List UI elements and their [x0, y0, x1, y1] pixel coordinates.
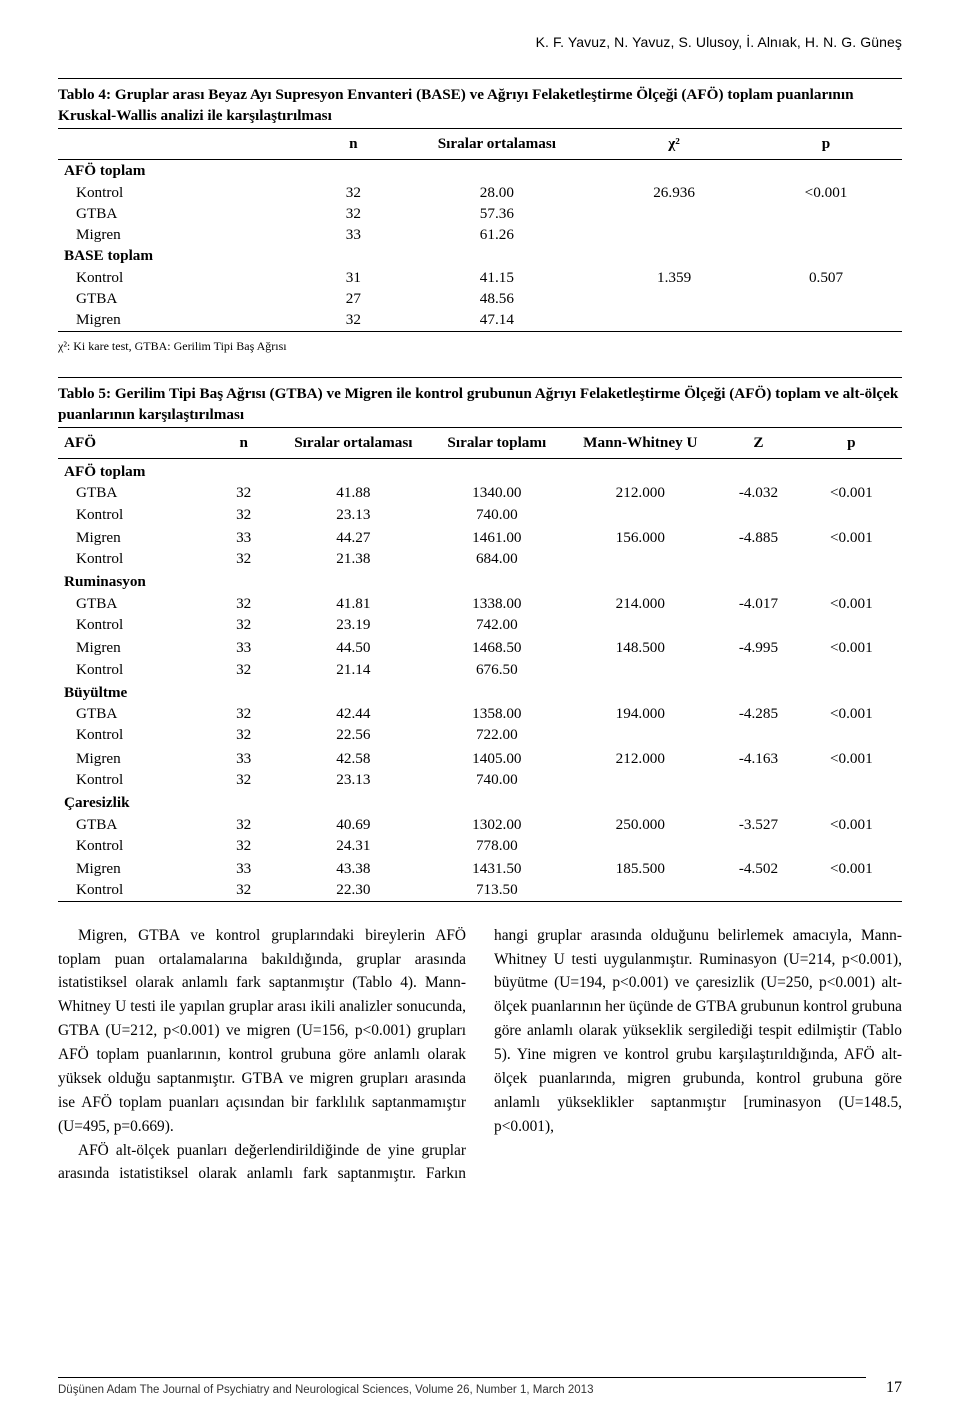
t5-h2: Sıralar ortalaması	[277, 428, 429, 459]
table-row: Migren3247.14	[58, 309, 902, 330]
t5-section-label: Ruminasyon	[58, 569, 902, 592]
table-row: Kontrol3224.31778.00	[58, 835, 902, 856]
t5-h1: n	[210, 428, 278, 459]
table-5-box: Tablo 5: Gerilim Tipi Baş Ağrısı (GTBA) …	[58, 377, 902, 902]
table-row: Migren3343.381431.50185.500-4.502<0.001	[58, 856, 902, 879]
table-row: Kontrol3222.30713.50	[58, 879, 902, 900]
table-row: GTBA3241.881340.00212.000-4.032<0.001	[58, 482, 902, 503]
t5-section-label: Çaresizlik	[58, 790, 902, 813]
table-row: Kontrol3228.0026.936<0.001	[58, 182, 902, 203]
t5-h0: AFÖ	[58, 428, 210, 459]
table-4-box: Tablo 4: Gruplar arası Beyaz Ayı Supresy…	[58, 78, 902, 331]
t5-h6: p	[801, 428, 902, 459]
table-row: GTBA3241.811338.00214.000-4.017<0.001	[58, 593, 902, 614]
table-row: GTBA2748.56	[58, 288, 902, 309]
t4-h4: p	[750, 129, 902, 160]
table-5-title: Tablo 5: Gerilim Tipi Baş Ağrısı (GTBA) …	[58, 378, 902, 427]
t5-section-label: Büyültme	[58, 680, 902, 703]
table-row: GTBA3242.441358.00194.000-4.285<0.001	[58, 703, 902, 724]
t5-h5: Z	[716, 428, 800, 459]
table-row: Kontrol3223.13740.00	[58, 769, 902, 790]
t4-h2: Sıralar ortalaması	[396, 129, 599, 160]
table-row: Migren3342.581405.00212.000-4.163<0.001	[58, 746, 902, 769]
table-row: Migren3344.501468.50148.500-4.995<0.001	[58, 635, 902, 658]
table-row: Migren3361.26	[58, 224, 902, 245]
t4-h1: n	[311, 129, 395, 160]
page-footer: Düşünen Adam The Journal of Psychiatry a…	[58, 1376, 902, 1399]
t5-h3: Sıralar toplamı	[429, 428, 564, 459]
t4-section-label: BASE toplam	[58, 245, 902, 266]
table-row: Migren3344.271461.00156.000-4.885<0.001	[58, 525, 902, 548]
t4-h0	[58, 129, 311, 160]
t5-section-label: AFÖ toplam	[58, 459, 902, 483]
table-row: Kontrol3141.151.3590.507	[58, 267, 902, 288]
t5-h4: Mann-Whitney U	[564, 428, 716, 459]
table-row: Kontrol3223.13740.00	[58, 504, 902, 525]
table-row: Kontrol3221.14676.50	[58, 659, 902, 680]
table-4-title: Tablo 4: Gruplar arası Beyaz Ayı Supresy…	[58, 79, 902, 128]
table-4-note: χ²: Ki kare test, GTBA: Gerilim Tipi Baş…	[58, 338, 902, 355]
table-row: Kontrol3223.19742.00	[58, 614, 902, 635]
running-head: K. F. Yavuz, N. Yavuz, S. Ulusoy, İ. Aln…	[58, 32, 902, 52]
table-row: GTBA3257.36	[58, 203, 902, 224]
table-4: n Sıralar ortalaması χ² p AFÖ toplamKont…	[58, 128, 902, 330]
table-row: GTBA3240.691302.00250.000-3.527<0.001	[58, 814, 902, 835]
table-row: Kontrol3221.38684.00	[58, 548, 902, 569]
t4-h3: χ²	[598, 129, 750, 160]
footer-page-number: 17	[866, 1376, 902, 1399]
para-1: Migren, GTBA ve kontrol gruplarındaki bi…	[58, 924, 466, 1139]
footer-journal: Düşünen Adam The Journal of Psychiatry a…	[58, 1377, 866, 1399]
table-row: Kontrol3222.56722.00	[58, 724, 902, 745]
t4-section-label: AFÖ toplam	[58, 160, 902, 182]
body-text: Migren, GTBA ve kontrol gruplarındaki bi…	[58, 924, 902, 1187]
table-5: AFÖ n Sıralar ortalaması Sıralar toplamı…	[58, 427, 902, 901]
